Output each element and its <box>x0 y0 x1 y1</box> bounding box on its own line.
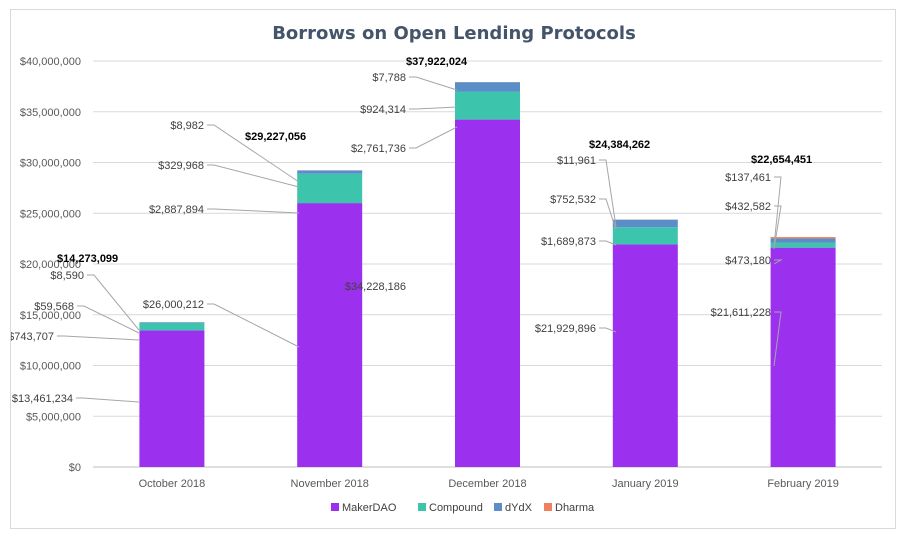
data-labels: $13,461,234 $743,707 $59,568 $8,590 $14,273,… <box>11 56 812 405</box>
data-label-compound: $2,761,736 <box>351 143 406 155</box>
y-tick-label: $5,000,000 <box>26 411 81 423</box>
legend-label-dharma: Dharma <box>555 502 595 514</box>
x-tick-label: January 2019 <box>612 478 679 490</box>
x-tick-label: February 2019 <box>767 478 839 490</box>
leader-line <box>76 397 140 403</box>
legend-swatch-makerdao <box>331 503 339 511</box>
total-label: $37,922,024 <box>406 56 468 68</box>
legend-swatch-dydx <box>494 503 502 511</box>
bar-segment-dydx <box>770 238 836 243</box>
total-label: $14,273,099 <box>57 253 118 265</box>
bar-segment-makerdao <box>139 330 205 467</box>
bar-segment-compound <box>612 227 678 245</box>
data-label-dharma: $8,590 <box>50 270 84 282</box>
data-label-makerdao: $13,461,234 <box>12 393 73 405</box>
leader-line <box>409 106 458 110</box>
x-tick-label: December 2018 <box>448 478 526 490</box>
legend-label-dydx: dYdX <box>505 502 533 514</box>
leader-line <box>57 335 140 341</box>
bar-segment-compound <box>297 173 363 204</box>
y-axis: $0 $5,000,000 $10,000,000 $15,000,000 $20,00… <box>20 56 81 474</box>
data-label-compound: $743,707 <box>11 331 54 343</box>
legend-label-compound: Compound <box>429 502 483 514</box>
x-axis: October 2018 November 2018 December 2018 Ja… <box>139 478 839 490</box>
leader-line <box>773 205 782 250</box>
y-tick-label: $25,000,000 <box>20 208 81 220</box>
data-label-dharma: $7,788 <box>372 72 406 84</box>
bars <box>139 82 836 468</box>
bar-segment-dydx <box>612 219 678 228</box>
bar-segment-compound <box>770 242 836 248</box>
data-label-compound: $2,887,894 <box>149 204 204 216</box>
leader-line <box>409 126 458 149</box>
bar-segment-compound <box>139 322 205 331</box>
y-tick-label: $30,000,000 <box>20 158 81 170</box>
data-label-dydx: $924,314 <box>360 104 406 116</box>
y-tick-label: $20,000,000 <box>20 259 81 271</box>
leader-line <box>77 305 140 334</box>
y-tick-label: $0 <box>69 462 81 474</box>
data-label-dharma: $11,961 <box>557 155 596 167</box>
leader-line <box>773 176 782 247</box>
bar-segment-dydx <box>297 170 363 174</box>
data-label-dydx: $432,582 <box>725 201 771 213</box>
leader-line <box>207 303 300 348</box>
bar-segment-dydx <box>455 82 520 92</box>
leader-line <box>207 208 300 214</box>
data-label-makerdao: $21,611,228 <box>711 307 771 319</box>
leader-line <box>599 240 617 246</box>
bar-segment-makerdao <box>297 203 363 468</box>
y-tick-label: $15,000,000 <box>20 310 81 322</box>
leader-line <box>599 198 617 231</box>
total-label: $29,227,056 <box>245 131 306 143</box>
bar-segment-compound <box>455 91 520 120</box>
data-label-compound: $1,689,873 <box>541 236 596 248</box>
legend: MakerDAO Compound dYdX Dharma <box>331 502 595 514</box>
data-label-dharma: $8,982 <box>170 120 204 132</box>
data-label-makerdao: $21,929,896 <box>535 323 596 335</box>
x-tick-label: October 2018 <box>139 478 206 490</box>
data-label-makerdao: $34,228,186 <box>345 281 406 293</box>
bar-segment-dharma <box>770 237 836 239</box>
y-tick-label: $40,000,000 <box>20 56 81 68</box>
data-label-makerdao: $26,000,212 <box>143 299 204 311</box>
leader-line <box>87 274 140 331</box>
leader-lines <box>57 76 783 403</box>
chart-frame: Borrows on Open Lending Protocols $0 $5,0… <box>10 9 896 529</box>
bar-segment-makerdao <box>612 244 678 467</box>
data-label-compound: $473,180 <box>725 255 771 267</box>
leader-line <box>599 159 617 228</box>
leader-line <box>773 311 782 367</box>
leader-line <box>409 76 458 91</box>
leader-line <box>773 259 783 265</box>
leader-line <box>207 164 300 188</box>
bar-segment-dydx <box>139 322 205 323</box>
data-label-dydx: $752,532 <box>550 194 596 206</box>
total-label: $22,654,451 <box>751 154 812 166</box>
x-tick-label: November 2018 <box>291 478 369 490</box>
stacked-bar-chart: Borrows on Open Lending Protocols $0 $5,0… <box>11 23 882 514</box>
total-label: $24,384,262 <box>589 139 650 151</box>
data-label-dydx: $59,568 <box>34 301 74 313</box>
legend-swatch-dharma <box>544 503 552 511</box>
legend-label-makerdao: MakerDAO <box>342 502 397 514</box>
leader-line <box>207 124 300 183</box>
y-tick-label: $10,000,000 <box>20 361 81 373</box>
leader-line <box>599 327 617 333</box>
data-label-dharma: $137,461 <box>725 172 771 184</box>
bar-segment-makerdao <box>455 119 520 467</box>
y-tick-label: $35,000,000 <box>20 107 81 119</box>
chart-title: Borrows on Open Lending Protocols <box>272 23 636 44</box>
bar-segment-makerdao <box>770 247 836 467</box>
data-label-dydx: $329,968 <box>158 160 204 172</box>
legend-swatch-compound <box>418 503 426 511</box>
